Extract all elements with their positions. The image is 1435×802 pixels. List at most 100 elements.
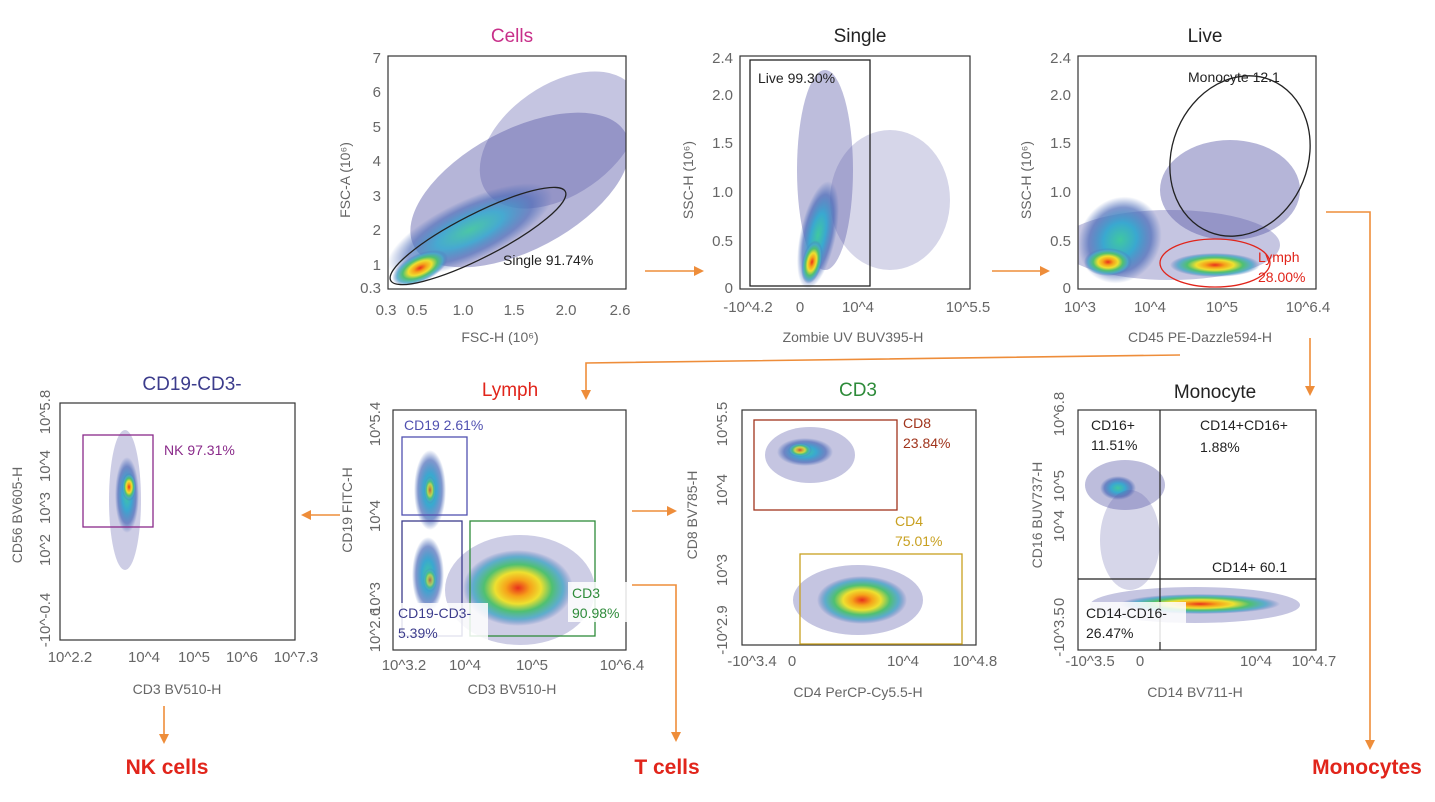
y-tick: 5	[373, 119, 381, 136]
gate-label-bg-cd3	[568, 582, 632, 622]
output-label-nk-cells: NK cells	[126, 756, 209, 779]
x-tick: 10^5	[1206, 299, 1238, 316]
gate-label-cd19cd3neg-pct: 5.39%	[398, 625, 438, 641]
y-tick: 0	[1063, 280, 1071, 297]
x-tick: 10^4.8	[953, 653, 998, 670]
y-ticks-cd19cd3neg: -10^-0.4 10^2 10^3 10^4 10^5.8	[37, 390, 54, 648]
x-axis-label-lymph: CD3 BV510-H	[468, 681, 557, 697]
gate-label-cd3: CD3	[572, 585, 600, 601]
panel-monocyte: Monocyte CD16+ 11.51% CD14+CD16+ 1.88% C…	[1029, 382, 1336, 700]
y-ticks-lymph: 10^2.6 10^3 10^4 10^5.4	[367, 402, 384, 653]
y-tick: 0	[1051, 598, 1068, 606]
x-tick: 10^2.2	[48, 649, 93, 666]
y-tick: 10^5.5	[714, 402, 731, 447]
gate-label-live: Live 99.30%	[758, 70, 835, 86]
panel-cd19cd3neg: CD19-CD3- NK 97.31% 10^2.2 10^4 10^5 10^…	[9, 374, 318, 697]
gate-label-cd19cd3neg: CD19-CD3-	[398, 605, 471, 621]
gate-monocyte	[1169, 75, 1311, 237]
density-single	[797, 70, 950, 289]
scatter-single	[797, 70, 950, 289]
x-tick: 1.0	[453, 302, 474, 319]
gate-label-cd3-pct: 90.98%	[572, 605, 619, 621]
x-tick: 10^4.7	[1292, 653, 1337, 670]
panel-live: Live Monocyte 12.1 Lymph 28.00% 10^3 10^…	[1018, 26, 1330, 345]
density-monocyte	[1085, 460, 1300, 623]
y-tick: 10^4	[367, 500, 384, 532]
quadrant-label-cd14cd16neg: CD14-CD16-	[1086, 605, 1167, 621]
panel-title-cd3: CD3	[839, 380, 877, 401]
x-tick: 2.6	[610, 302, 631, 319]
y-tick: 10^6.8	[1051, 392, 1068, 437]
x-ticks-single: -10^4.2 0 10^4 10^5.5	[723, 299, 990, 316]
gate-label-cd19: CD19 2.61%	[404, 417, 483, 433]
x-tick: 10^3.2	[382, 657, 427, 674]
x-tick: 1.5	[504, 302, 525, 319]
y-tick: 2.0	[1050, 87, 1071, 104]
y-tick: 2.0	[712, 87, 733, 104]
y-axis-label-single: SSC-H (10⁶)	[680, 141, 696, 219]
y-tick: 0.5	[1050, 233, 1071, 250]
quadrant-label-cd14cd16pos: CD14+CD16+	[1200, 417, 1288, 433]
output-label-monocytes: Monocytes	[1312, 756, 1422, 779]
y-tick: 0	[725, 280, 733, 297]
x-tick: 2.0	[556, 302, 577, 319]
y-tick: 10^3	[37, 492, 54, 524]
gate-nk	[82, 434, 154, 528]
scatter-cd3	[765, 427, 923, 635]
quadrant-label-cd14cd16pos-pct: 1.88%	[1200, 439, 1240, 455]
x-tick: -10^3.5	[1065, 653, 1115, 670]
density-lymph	[412, 450, 595, 645]
y-axis-label-live: SSC-H (10⁶)	[1018, 141, 1034, 219]
gate-cd19	[401, 436, 468, 516]
gate-label-monocyte: Monocyte 12.1	[1188, 69, 1280, 85]
y-tick: 1.5	[1050, 135, 1071, 152]
gate-label-lymph: Lymph	[1258, 249, 1300, 265]
density-cd3	[765, 427, 923, 635]
plot-frame-live	[1077, 55, 1317, 290]
gate-cd3	[469, 520, 596, 637]
arrow-lymph-to-tcells	[632, 584, 681, 742]
density-cells	[388, 71, 626, 286]
x-tick: 0	[1136, 653, 1144, 670]
panel-single: Single Live 99.30% -10^4.2 0 10^4 10^5.5…	[680, 26, 990, 345]
y-ticks-cells: 0.3 1 2 3 4 5 6 7	[360, 50, 381, 297]
y-tick: 2	[373, 222, 381, 239]
x-tick: 10^4	[128, 649, 160, 666]
y-tick: 3	[373, 188, 381, 205]
y-ticks-live: 0 0.5 1.0 1.5 2.0 2.4	[1050, 50, 1071, 297]
y-axis-label-cd19cd3neg: CD56 BV605-H	[9, 467, 25, 564]
y-tick: -10^2.9	[714, 605, 731, 655]
y-tick: 10^5.8	[37, 390, 54, 435]
x-ticks-monocyte: -10^3.5 0 10^4 10^4.7	[1065, 653, 1336, 670]
x-tick: 10^4	[887, 653, 919, 670]
panel-title-monocyte: Monocyte	[1174, 382, 1256, 403]
gate-single	[389, 186, 567, 286]
x-tick: 10^5	[178, 649, 210, 666]
panel-title-lymph: Lymph	[482, 380, 538, 401]
y-tick: -10^-0.4	[37, 593, 54, 648]
x-ticks-cd3: -10^3.4 0 10^4 10^4.8	[727, 653, 997, 670]
y-tick: 1.0	[1050, 184, 1071, 201]
panel-cd3: CD3 CD8 23.84% CD4 75.01% -10^3.4 0 10^4…	[684, 380, 997, 700]
y-tick: 0.3	[360, 280, 381, 297]
y-axis-label-cells: FSC-A (10⁶)	[337, 142, 353, 218]
quadrant-label-cd14pos: CD14+ 60.1	[1212, 559, 1287, 575]
x-axis-label-monocyte: CD14 BV711-H	[1147, 684, 1242, 700]
x-ticks-cells: 0.3 0.5 1.0 1.5 2.0 2.6	[376, 302, 631, 319]
gate-label-cd8-pct: 23.84%	[903, 435, 950, 451]
x-tick: 0	[788, 653, 796, 670]
panel-lymph: Lymph CD19 2.61% CD19-CD3- 5.39% CD3 90.…	[339, 380, 644, 697]
quadrant-label-cd14cd16neg-pct: 26.47%	[1086, 625, 1133, 641]
x-axis-label-single: Zombie UV BUV395-H	[783, 329, 924, 345]
gate-label-nk: NK 97.31%	[164, 442, 235, 458]
y-tick: 2.4	[712, 50, 733, 67]
gate-label-lymph-pct: 28.00%	[1258, 269, 1305, 285]
y-tick: 10^5.4	[367, 402, 384, 447]
panel-title-live: Live	[1188, 26, 1223, 47]
output-label-t-cells: T cells	[634, 756, 699, 779]
gate-live	[749, 59, 871, 287]
panel-title-cd19cd3neg: CD19-CD3-	[142, 374, 241, 395]
gate-label-bg-cd19cd3neg	[396, 603, 488, 641]
y-tick: 10^4	[37, 450, 54, 482]
x-tick: 10^4	[1240, 653, 1272, 670]
